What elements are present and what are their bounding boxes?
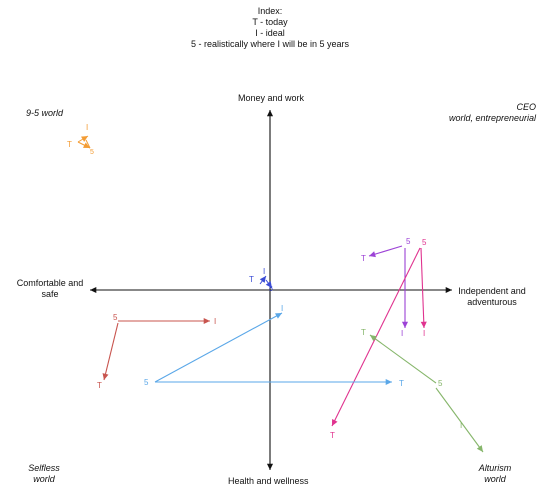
orange-label-ideal: I xyxy=(86,123,88,132)
red-arrow-to-today-arrowhead xyxy=(102,373,109,380)
orange-label-today: T xyxy=(67,140,72,149)
green-label-today: T xyxy=(361,328,366,337)
blue-arrow-a-arrowhead xyxy=(259,276,266,283)
axis-right-arrowhead xyxy=(445,286,452,294)
red-arrow-to-today-line xyxy=(103,322,119,381)
red-label-five-years: 5 xyxy=(113,313,118,322)
axis-label-bottom: Health and wellness xyxy=(228,476,309,486)
lightblue-arrow-to-ideal-line xyxy=(154,312,283,383)
index-legend: Index: T - today I - ideal 5 - realistic… xyxy=(150,6,390,50)
quadrant-label-bottom-left: Selfless world xyxy=(20,463,68,485)
index-title: Index: xyxy=(257,6,283,16)
blue-label-five-years: 5 xyxy=(269,286,273,293)
red-label-today: T xyxy=(97,381,102,390)
quadrant-label-bottom-left-line1: Selfless xyxy=(28,463,60,473)
blue-arrow-b-arrowhead xyxy=(265,281,272,288)
axis-label-left-line2: safe xyxy=(41,289,59,299)
purple-label-five-years: 5 xyxy=(406,237,411,246)
index-line-ideal: I - ideal xyxy=(255,28,285,38)
orange-label-five-years: 5 xyxy=(90,149,94,156)
quadrant-label-bottom-right: Alturism world xyxy=(468,463,522,485)
axis-label-right-line2: adventurous xyxy=(467,297,517,307)
magenta-arrow-to-ideal-line xyxy=(420,247,425,329)
lightblue-label-ideal: I xyxy=(281,304,283,313)
quadrant-label-top-right: CEO world, entrepreneurial xyxy=(436,102,536,124)
purple-arrow-to-today-arrowhead xyxy=(369,251,376,258)
axis-up-arrowhead xyxy=(266,110,274,117)
axis-label-right: Independent and adventurous xyxy=(457,286,527,308)
orange-arrow-b-arrowhead xyxy=(83,142,90,148)
green-label-ideal: I xyxy=(460,421,462,430)
purple-label-today: T xyxy=(361,254,366,263)
green-arrow-to-ideal-line xyxy=(435,387,484,453)
quadrant-label-top-right-line1: CEO xyxy=(516,102,536,112)
axis-left-arrowhead xyxy=(90,286,97,294)
blue-label-today: T xyxy=(249,275,254,284)
orange-connector xyxy=(85,139,91,149)
green-arrow-to-today-line xyxy=(369,334,437,384)
index-line-today: T - today xyxy=(252,17,288,27)
magenta-label-five-years: 5 xyxy=(422,238,427,247)
axis-label-top: Money and work xyxy=(238,93,305,103)
quadrant-label-bottom-right-line1: Alturism xyxy=(478,463,512,473)
quadrant-label-bottom-left-line2: world xyxy=(33,474,55,484)
blue-label-ideal: I xyxy=(263,267,265,276)
magenta-arrow-to-today-arrowhead xyxy=(332,419,338,426)
lightblue-arrow-to-today-arrowhead xyxy=(385,378,392,386)
red-arrow-to-ideal-arrowhead xyxy=(203,317,210,325)
axis-label-left-line1: Comfortable and xyxy=(16,278,84,288)
purple-label-ideal: I xyxy=(401,329,403,338)
axis-label-right-line1: Independent and xyxy=(458,286,526,296)
purple-arrow-to-ideal-arrowhead xyxy=(401,321,409,328)
green-label-five-years: 5 xyxy=(438,379,443,388)
red-label-ideal: I xyxy=(214,317,216,326)
magenta-label-ideal: I xyxy=(423,329,425,338)
magenta-arrow-to-ideal-arrowhead xyxy=(420,321,427,328)
green-arrow-to-ideal-arrowhead xyxy=(476,445,483,452)
lightblue-label-five-years: 5 xyxy=(144,378,149,387)
index-line-five-years: 5 - realistically where I will be in 5 y… xyxy=(190,39,350,49)
axis-label-left: Comfortable and safe xyxy=(14,278,86,300)
lightblue-arrow-to-ideal-arrowhead xyxy=(275,313,282,319)
green-arrow-to-today-arrowhead xyxy=(370,335,377,342)
axis-down-arrowhead xyxy=(266,463,274,470)
magenta-label-today: T xyxy=(330,431,335,440)
lightblue-label-today: T xyxy=(399,379,404,388)
orange-arrow-a-arrowhead xyxy=(81,136,88,142)
quadrant-label-bottom-right-line2: world xyxy=(484,474,506,484)
quadrant-label-top-left: 9-5 world xyxy=(26,108,64,118)
quadrant-label-top-right-line2: world, entrepreneurial xyxy=(448,113,536,123)
